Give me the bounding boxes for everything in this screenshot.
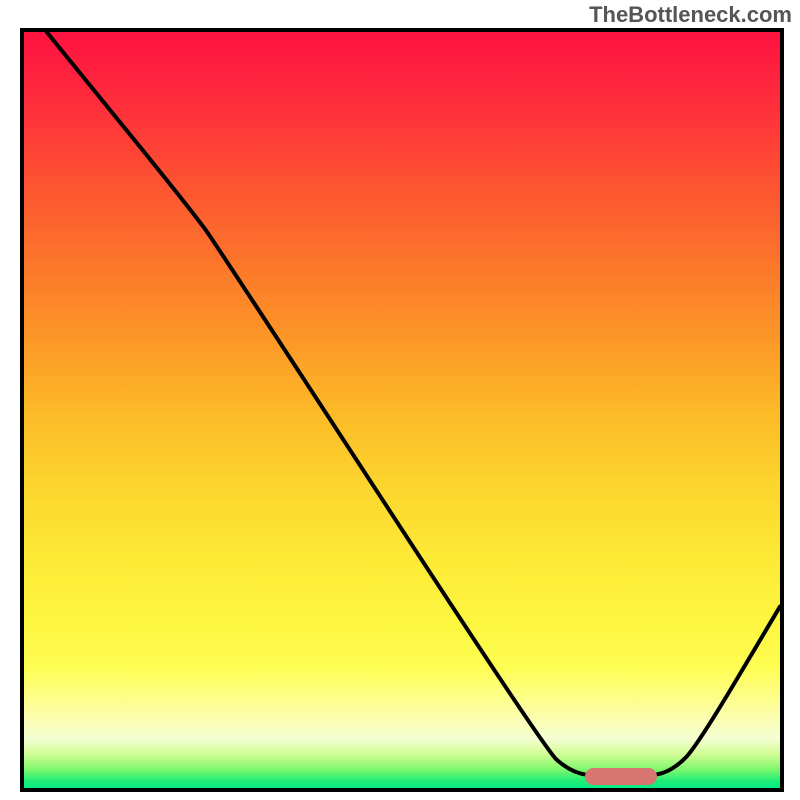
optimal-range-marker [585,768,657,785]
watermark-text: TheBottleneck.com [589,2,792,28]
bottleneck-curve [24,32,780,788]
plot-area [20,28,784,792]
chart-container: TheBottleneck.com [0,0,800,800]
curve-path [47,32,780,777]
